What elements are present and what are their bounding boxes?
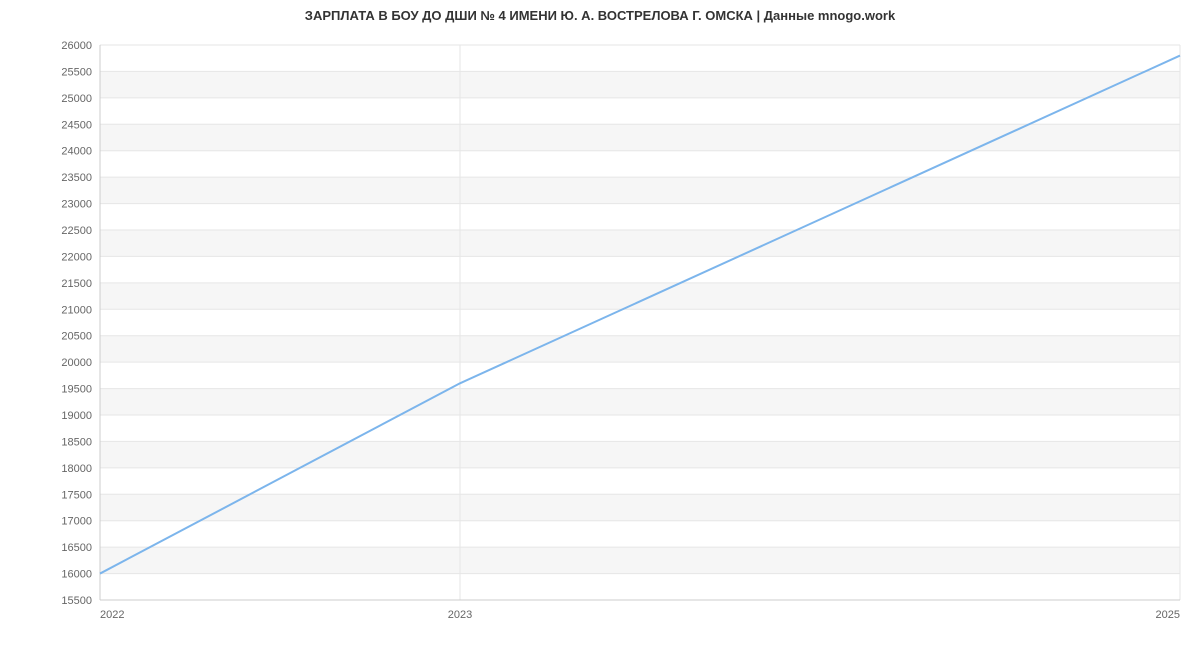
svg-text:21000: 21000 xyxy=(61,304,92,316)
svg-text:16500: 16500 xyxy=(61,542,92,554)
svg-text:24000: 24000 xyxy=(61,146,92,158)
svg-text:16000: 16000 xyxy=(61,569,92,581)
svg-text:24500: 24500 xyxy=(61,119,92,131)
svg-text:25500: 25500 xyxy=(61,66,92,78)
svg-text:17000: 17000 xyxy=(61,516,92,528)
svg-text:21500: 21500 xyxy=(61,278,92,290)
svg-text:17500: 17500 xyxy=(61,489,92,501)
chart-svg: 15500 16000 16500 17000 17500 18000 18500 19000… xyxy=(0,0,1200,650)
svg-text:22500: 22500 xyxy=(61,225,92,237)
svg-text:25000: 25000 xyxy=(61,93,92,105)
svg-text:23500: 23500 xyxy=(61,172,92,184)
svg-text:19500: 19500 xyxy=(61,384,92,396)
svg-text:15500: 15500 xyxy=(61,595,92,607)
chart-title: ЗАРПЛАТА В БОУ ДО ДШИ № 4 ИМЕНИ Ю. А. ВО… xyxy=(0,8,1200,23)
svg-text:20000: 20000 xyxy=(61,357,92,369)
svg-text:26000: 26000 xyxy=(61,40,92,52)
svg-text:19000: 19000 xyxy=(61,410,92,422)
svg-text:23000: 23000 xyxy=(61,199,92,211)
svg-text:18500: 18500 xyxy=(61,436,92,448)
svg-text:2025: 2025 xyxy=(1156,609,1180,621)
svg-text:22000: 22000 xyxy=(61,251,92,263)
svg-text:18000: 18000 xyxy=(61,463,92,475)
svg-text:2023: 2023 xyxy=(448,609,472,621)
svg-text:20500: 20500 xyxy=(61,331,92,343)
svg-text:2022: 2022 xyxy=(100,609,124,621)
salary-chart: ЗАРПЛАТА В БОУ ДО ДШИ № 4 ИМЕНИ Ю. А. ВО… xyxy=(0,0,1200,650)
